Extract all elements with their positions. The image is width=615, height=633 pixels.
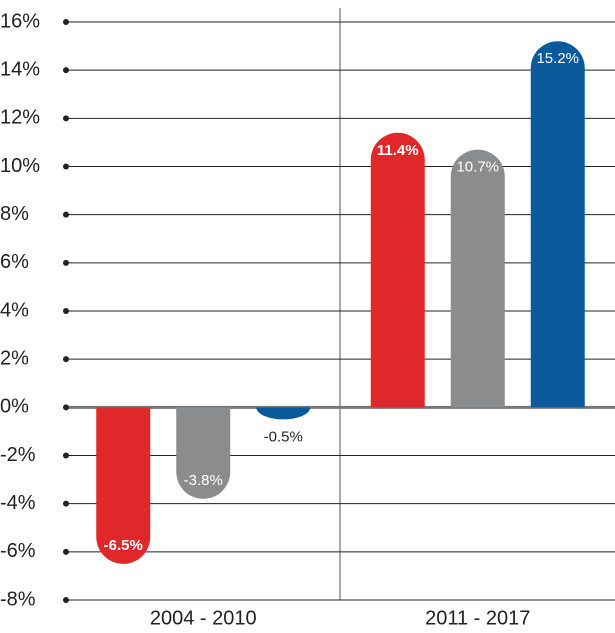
y-tick-label: 6% xyxy=(0,251,29,273)
y-tick-label: 8% xyxy=(0,203,29,225)
tick-dot xyxy=(63,259,69,266)
y-tick-label: 14% xyxy=(0,58,40,80)
y-tick-label: 10% xyxy=(0,155,40,177)
bar xyxy=(256,407,311,420)
x-tick-label: 2004 - 2010 xyxy=(150,607,257,629)
y-tick-label: 12% xyxy=(0,107,40,129)
tick-dot xyxy=(63,500,69,507)
y-tick-label: 0% xyxy=(0,396,29,418)
tick-dot xyxy=(63,356,69,363)
bar xyxy=(530,41,585,408)
y-tick-label: 16% xyxy=(0,10,40,32)
value-label: 10.7% xyxy=(456,159,499,176)
tick-dot xyxy=(63,452,69,459)
value-label: -3.8% xyxy=(184,472,223,489)
y-tick-label: -8% xyxy=(0,588,36,610)
bar xyxy=(176,407,231,499)
x-tick-label: 2011 - 2017 xyxy=(425,607,530,629)
tick-dot xyxy=(63,19,69,25)
tick-dot xyxy=(63,308,69,314)
value-label: 11.4% xyxy=(377,142,419,159)
value-label: -0.5% xyxy=(264,428,303,445)
tick-dot xyxy=(63,211,69,218)
tick-dot xyxy=(63,115,69,122)
tick-dot xyxy=(63,67,69,74)
y-tick-label: 4% xyxy=(0,299,29,321)
y-tick-label: -2% xyxy=(0,444,36,466)
y-tick-label: -4% xyxy=(0,492,36,514)
bar xyxy=(370,132,425,408)
y-tick-label: -6% xyxy=(0,540,36,562)
tick-dot xyxy=(63,548,69,555)
value-label: 15.2% xyxy=(536,50,579,67)
tick-dot xyxy=(63,597,69,603)
value-label: -6.5% xyxy=(104,537,143,554)
y-tick-label: 2% xyxy=(0,347,29,369)
tick-dot xyxy=(63,404,69,411)
bar xyxy=(450,149,505,408)
tick-dot xyxy=(63,163,69,170)
bar xyxy=(96,407,151,564)
